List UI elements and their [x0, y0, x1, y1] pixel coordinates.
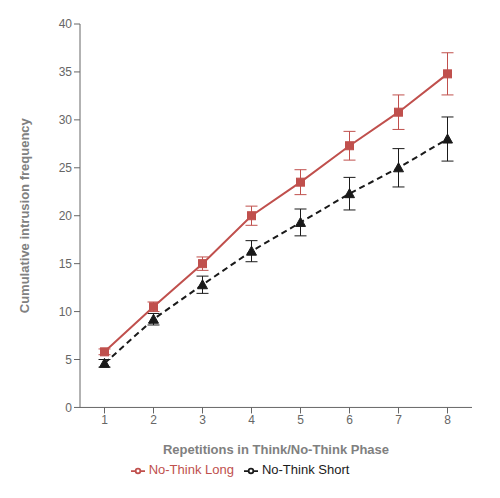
svg-text:40: 40	[59, 17, 73, 31]
svg-text:1: 1	[101, 413, 108, 427]
svg-text:5: 5	[65, 353, 72, 367]
svg-text:30: 30	[59, 113, 73, 127]
svg-text:4: 4	[248, 413, 255, 427]
html-text:No-Think Long: No-Think Long	[148, 462, 234, 478]
html-text:No-Think Short: No-Think Short	[261, 462, 350, 478]
svg-text:7: 7	[395, 413, 402, 427]
svg-text:3: 3	[199, 413, 206, 427]
svg-text:35: 35	[59, 65, 73, 79]
svg-text:Cumulative intrusion frequency: Cumulative intrusion frequency	[17, 117, 32, 313]
svg-text:Repetitions in Think/No-Think: Repetitions in Think/No-Think Phase	[163, 442, 389, 457]
svg-text:8: 8	[444, 413, 451, 427]
svg-text:20: 20	[59, 209, 73, 223]
svg-text:15: 15	[59, 257, 73, 271]
svg-text:5: 5	[297, 413, 304, 427]
svg-text:10: 10	[59, 305, 73, 319]
svg-text:2: 2	[150, 413, 157, 427]
svg-text:0: 0	[65, 401, 72, 415]
svg-text:6: 6	[346, 413, 353, 427]
svg-text:25: 25	[59, 161, 73, 175]
